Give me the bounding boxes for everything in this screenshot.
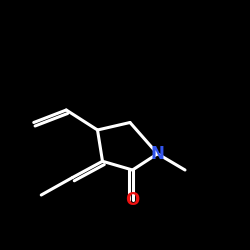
Text: N: N: [150, 145, 164, 163]
Text: O: O: [126, 191, 140, 209]
